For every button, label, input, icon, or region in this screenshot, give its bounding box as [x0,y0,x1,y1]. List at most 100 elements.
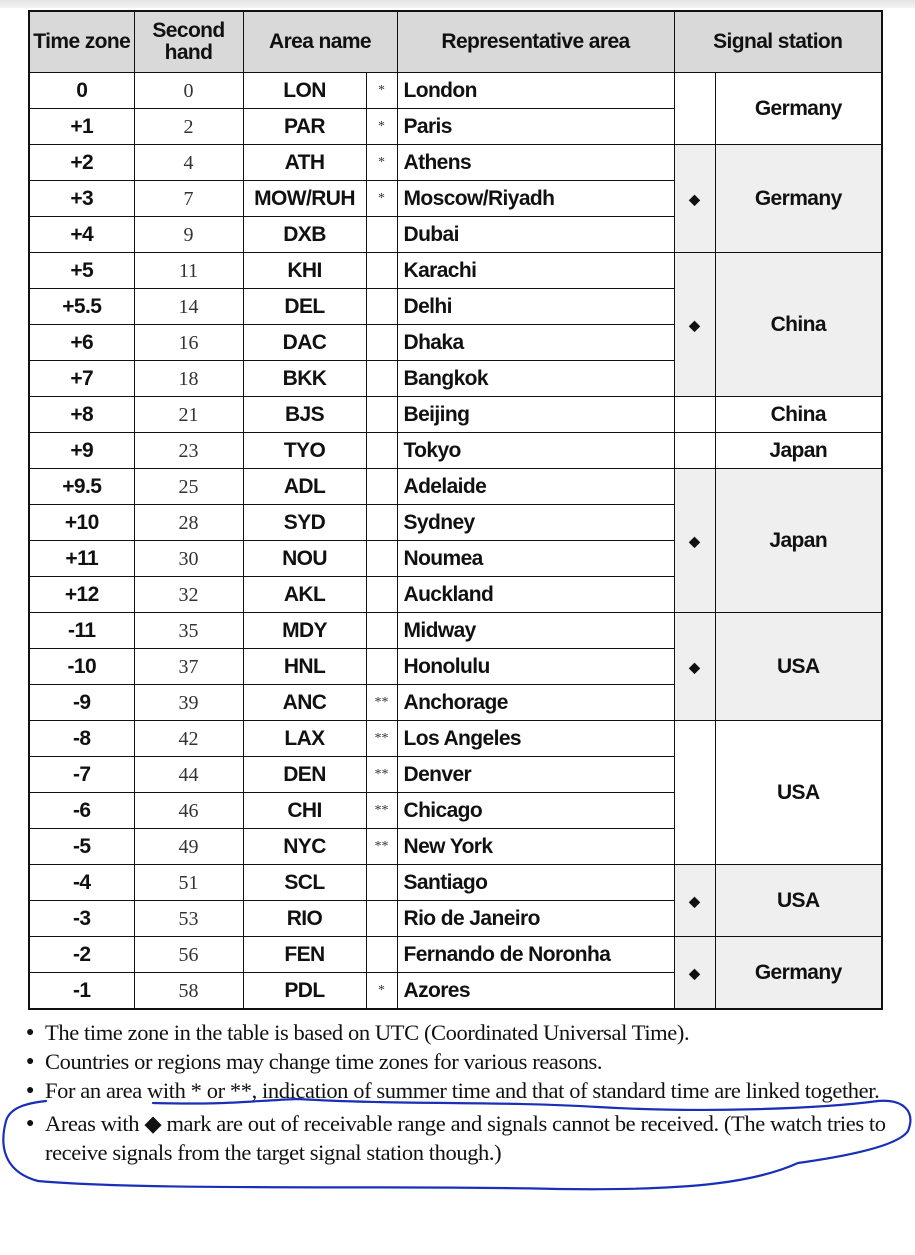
summer-time-mark-cell: ** [365,684,398,721]
table-row: +9 23 TYO Tokyo Japan [28,432,883,469]
second-hand-cell: 32 [133,576,244,613]
bullet-icon: ● [26,1083,35,1098]
diamond-icon: ◆ [689,892,700,909]
table-row: -4 51 SCL Santiago ◆ USA [28,864,883,937]
summer-time-mark-cell: * [365,72,398,109]
diamond-icon: ◆ [689,658,700,675]
representative-area-cell: Dhaka [396,324,675,361]
area-code-cell: HNL [242,648,367,685]
time-zone-cell: +9 [28,432,135,469]
table-row: -10 37 HNL Honolulu [28,648,882,685]
representative-area-cell: Los Angeles [396,720,675,757]
representative-area-cell: Honolulu [396,648,675,685]
out-of-range-mark-cell [673,432,716,469]
summer-time-mark-cell [365,360,398,397]
second-hand-cell: 16 [133,324,244,361]
time-zone-cell: -1 [28,972,135,1010]
out-of-range-mark-cell: ◆ [673,468,716,613]
summer-time-mark-cell [365,288,398,325]
summer-time-mark-cell: ** [365,756,398,793]
area-code-cell: KHI [242,252,367,289]
area-code-cell: SCL [242,864,367,901]
area-code-cell: PDL [242,972,367,1010]
time-zone-cell: +2 [28,144,135,181]
table-row: -2 56 FEN Fernando de Noronha ◆ Germany [28,936,883,1010]
time-zone-cell: -2 [28,936,135,973]
time-zone-cell: +12 [28,576,135,613]
time-zone-cell: -5 [28,828,135,865]
representative-area-cell: London [396,72,675,109]
table-row: +1 2 PAR * Paris [28,108,882,145]
signal-station-cell: Japan [714,432,883,469]
second-hand-cell: 42 [133,720,244,757]
representative-area-cell: Santiago [396,864,675,901]
second-hand-cell: 51 [133,864,244,901]
time-zone-table: Time zone Second hand Area name Represen… [28,10,883,1010]
out-of-range-mark-cell [673,720,716,865]
summer-time-mark-cell [365,432,398,469]
area-code-cell: RIO [242,900,367,937]
second-hand-cell: 35 [133,612,244,649]
representative-area-cell: Rio de Janeiro [396,900,675,937]
representative-area-cell: Bangkok [396,360,675,397]
summer-time-mark-cell: ** [365,720,398,757]
bullet-icon: ● [26,1116,35,1131]
representative-area-cell: New York [396,828,675,865]
time-zone-cell: -7 [28,756,135,793]
representative-area-cell: Fernando de Noronha [396,936,675,973]
representative-area-cell: Sydney [396,504,675,541]
summer-time-mark-cell: ** [365,792,398,829]
out-of-range-mark-cell: ◆ [673,144,716,253]
summer-time-mark-cell [365,468,398,505]
second-hand-cell: 37 [133,648,244,685]
header-representative-area: Representative area [396,10,675,73]
representative-area-cell: Auckland [396,576,675,613]
table-row: -5 49 NYC ** New York [28,828,882,865]
representative-area-cell: Beijing [396,396,675,433]
second-hand-cell: 58 [133,972,244,1010]
time-zone-cell: +8 [28,396,135,433]
summer-time-mark-cell: * [365,144,398,181]
signal-station-cell: China [714,396,883,433]
diamond-icon: ◆ [689,532,700,549]
area-code-cell: TYO [242,432,367,469]
time-zone-cell: +4 [28,216,135,253]
representative-area-cell: Chicago [396,792,675,829]
representative-area-cell: Noumea [396,540,675,577]
note-item: ● Countries or regions may change time zo… [26,1049,603,1074]
representative-area-cell: Delhi [396,288,675,325]
area-code-cell: ATH [242,144,367,181]
table-row: +8 21 BJS Beijing China [28,396,883,433]
second-hand-cell: 30 [133,540,244,577]
representative-area-cell: Denver [396,756,675,793]
out-of-range-mark-cell [673,72,716,145]
area-code-cell: ANC [242,684,367,721]
time-zone-cell: -11 [28,612,135,649]
signal-station-cell: Japan [714,468,883,613]
summer-time-mark-cell [365,540,398,577]
signal-station-cell: China [714,252,883,397]
area-code-cell: NOU [242,540,367,577]
summer-time-mark-cell: * [365,108,398,145]
area-code-cell: SYD [242,504,367,541]
area-code-cell: LAX [242,720,367,757]
second-hand-cell: 18 [133,360,244,397]
table-row: +11 30 NOU Noumea [28,540,882,577]
second-hand-cell: 14 [133,288,244,325]
table-row: +4 9 DXB Dubai [28,216,882,253]
out-of-range-mark-cell: ◆ [673,612,716,721]
signal-station-cell: Germany [714,144,883,253]
notes-list: ● The time zone in the table is based on … [2,1018,912,1191]
table-row: +5 11 KHI Karachi ◆ China [28,252,883,397]
out-of-range-mark-cell: ◆ [673,864,716,937]
second-hand-cell: 25 [133,468,244,505]
area-code-cell: DXB [242,216,367,253]
second-hand-cell: 2 [133,108,244,145]
representative-area-cell: Paris [396,108,675,145]
second-hand-cell: 49 [133,828,244,865]
signal-station-cell: Germany [714,936,883,1010]
area-code-cell: MDY [242,612,367,649]
time-zone-cell: -9 [28,684,135,721]
header-signal-station: Signal station [673,10,883,73]
second-hand-cell: 56 [133,936,244,973]
